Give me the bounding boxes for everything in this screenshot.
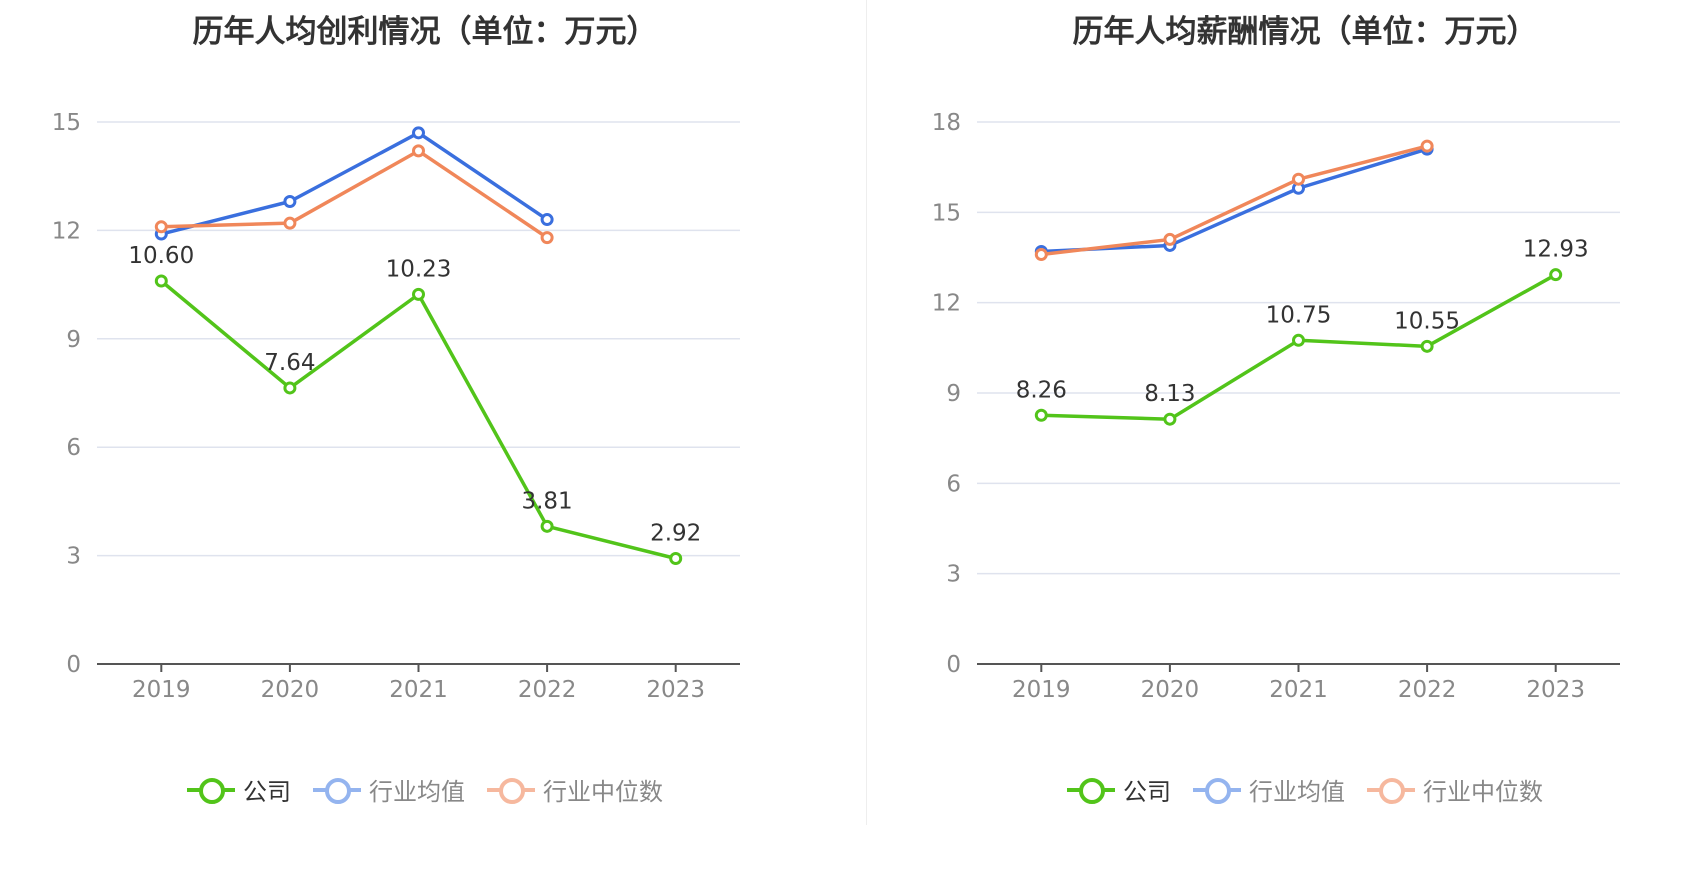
data-point-industry_median <box>154 220 168 234</box>
data-point-industry_avg <box>540 213 554 227</box>
y-tick-label: 18 <box>932 110 961 136</box>
x-tick-label: 2020 <box>261 677 320 703</box>
x-tick-label: 2019 <box>132 677 191 703</box>
legend-label-industry-median: 行业中位数 <box>543 778 663 806</box>
y-tick-label: 15 <box>52 110 81 136</box>
legend: 公司 行业均值 行业中位数 <box>0 772 850 807</box>
x-tick-label: 2019 <box>1012 677 1071 703</box>
legend-marker-company <box>1067 776 1115 804</box>
x-tick-label: 2023 <box>1526 677 1585 703</box>
x-tick-label: 2021 <box>1269 677 1328 703</box>
data-point-company <box>1034 408 1048 422</box>
y-tick-label: 12 <box>52 218 81 244</box>
data-point-industry_median <box>1420 139 1434 153</box>
data-point-industry_median <box>540 231 554 245</box>
chart-panel-salary: 历年人均薪酬情况（单位：万元） 0 3 6 9 12 15 18 2019 2020 2021 20… <box>880 0 1700 874</box>
legend-marker-industry-median <box>1367 776 1415 804</box>
legend-item-industry-median[interactable]: 行业中位数 <box>1367 772 1543 807</box>
legend-item-company[interactable]: 公司 <box>1067 772 1171 807</box>
y-tick-label: 15 <box>932 200 961 226</box>
data-point-industry_median <box>1163 232 1177 246</box>
legend: 公司 行业均值 行业中位数 <box>880 772 1700 807</box>
y-tick-label: 3 <box>946 562 961 588</box>
data-label: 8.13 <box>1144 381 1195 407</box>
series-line-company <box>1041 273 1557 421</box>
x-tick-label: 2022 <box>1398 677 1457 703</box>
panel-divider <box>866 0 867 825</box>
data-label: 8.26 <box>1016 377 1067 403</box>
y-tick-label: 6 <box>66 435 81 461</box>
legend-item-company[interactable]: 公司 <box>187 772 291 807</box>
legend-label-industry-avg: 行业均值 <box>1249 778 1345 806</box>
series-line-company <box>160 279 677 561</box>
data-point-company <box>154 274 168 288</box>
data-label: 10.75 <box>1266 302 1332 328</box>
legend-label-industry-avg: 行业均值 <box>369 778 465 806</box>
data-label: 10.55 <box>1394 308 1460 334</box>
legend-marker-industry-avg <box>1193 776 1241 804</box>
data-label: 12.93 <box>1523 237 1589 263</box>
legend-label-industry-median: 行业中位数 <box>1423 778 1543 806</box>
legend-marker-industry-avg <box>313 776 361 804</box>
legend-item-industry-avg[interactable]: 行业均值 <box>1193 772 1345 807</box>
legend-item-industry-median[interactable]: 行业中位数 <box>487 772 663 807</box>
data-label: 10.60 <box>128 243 194 269</box>
chart-panel-profit: 历年人均创利情况（单位：万元） 0 3 6 9 12 15 2019 2020 2021 2022… <box>0 14 850 807</box>
data-point-company <box>540 519 554 533</box>
chart-title: 历年人均创利情况（单位：万元） <box>192 14 658 50</box>
series-line-industry_median <box>1041 144 1428 257</box>
data-label: 7.64 <box>264 350 315 376</box>
data-point-company <box>1549 268 1563 282</box>
y-tick-label: 3 <box>66 544 81 570</box>
y-tick-label: 9 <box>66 327 81 353</box>
data-label: 2.92 <box>650 520 701 546</box>
data-point-company <box>412 287 425 301</box>
x-tick-label: 2022 <box>518 677 577 703</box>
y-tick-label: 6 <box>946 471 961 497</box>
series-line-industry_avg <box>160 131 549 236</box>
data-label: 3.81 <box>521 488 572 514</box>
data-label: 10.23 <box>386 256 452 282</box>
legend-label-company: 公司 <box>243 778 291 806</box>
data-point-company <box>1420 339 1434 353</box>
data-point-company <box>1292 333 1305 347</box>
x-tick-label: 2023 <box>646 677 705 703</box>
data-point-company <box>1163 412 1177 426</box>
x-tick-label: 2021 <box>389 677 448 703</box>
legend-marker-company <box>187 776 235 804</box>
legend-item-industry-avg[interactable]: 行业均值 <box>313 772 465 807</box>
data-point-industry_median <box>1034 247 1048 261</box>
data-point-industry_median <box>283 216 297 230</box>
legend-label-company: 公司 <box>1123 778 1171 806</box>
data-point-company <box>283 381 297 395</box>
data-point-industry_avg <box>283 194 297 208</box>
y-tick-label: 12 <box>932 291 961 317</box>
chart-plot-salary: 0 3 6 9 12 15 18 2019 2020 2021 2022 2023 8.26 8.13 10… <box>932 110 1620 703</box>
data-point-company <box>669 551 683 565</box>
data-point-industry_median <box>1292 172 1305 186</box>
data-point-industry_avg <box>412 126 425 140</box>
legend-marker-industry-median <box>487 776 535 804</box>
chart-title: 历年人均薪酬情况（单位：万元） <box>1072 14 1538 50</box>
data-point-industry_median <box>412 144 425 158</box>
series-line-industry_median <box>161 149 549 240</box>
x-tick-label: 2020 <box>1141 677 1200 703</box>
y-tick-label: 0 <box>946 652 961 678</box>
chart-plot-profit: 0 3 6 9 12 15 2019 2020 2021 2022 2023 10.60 7.64 10.… <box>52 110 740 703</box>
series-line-industry_avg <box>1041 147 1428 254</box>
y-tick-label: 9 <box>946 381 961 407</box>
y-tick-label: 0 <box>66 652 81 678</box>
